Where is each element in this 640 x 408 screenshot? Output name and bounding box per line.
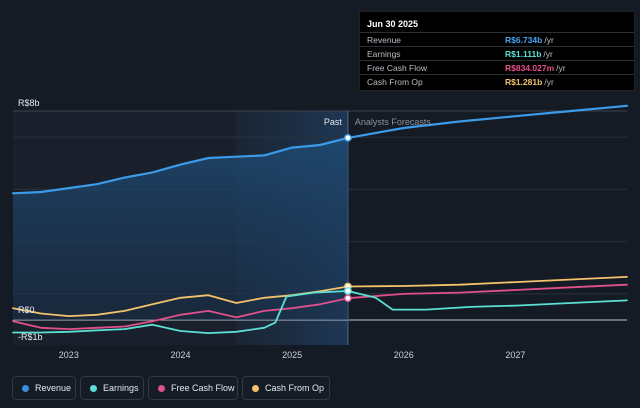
- revenue-marker: [344, 134, 352, 142]
- legend-item-revenue[interactable]: Revenue: [12, 376, 76, 400]
- tooltip-unit: /yr: [556, 63, 566, 73]
- past-label: Past: [324, 117, 343, 127]
- legend-dot-icon: [22, 384, 29, 392]
- x-tick-label: 2023: [59, 350, 79, 360]
- earnings-marker: [344, 287, 352, 295]
- x-tick-label: 2026: [394, 350, 414, 360]
- tooltip-label: Earnings: [367, 49, 401, 59]
- tooltip-row-revenue: Revenue R$6.734b/yr: [360, 32, 634, 47]
- tooltip-row-cash-from-op: Cash From Op R$1.281b/yr: [360, 74, 634, 89]
- tooltip-date: Jun 30 2025: [367, 19, 419, 29]
- tooltip-unit: /yr: [544, 35, 554, 45]
- tooltip-label: Free Cash Flow: [367, 63, 427, 73]
- tooltip-row-free-cash-flow: Free Cash Flow R$834.027m/yr: [360, 60, 634, 75]
- legend-label: Cash From Op: [265, 383, 325, 393]
- forecast-label: Analysts Forecasts: [355, 117, 432, 127]
- tooltip-unit: /yr: [543, 49, 553, 59]
- tooltip-value: R$1.111b: [505, 49, 542, 59]
- tooltip-label: Cash From Op: [367, 77, 423, 87]
- legend-item-earnings[interactable]: Earnings: [80, 376, 144, 400]
- tooltip-panel: Jun 30 2025 Revenue R$6.734b/yr Earnings…: [359, 11, 635, 91]
- legend-dot-icon: [252, 384, 259, 392]
- revenue-area: [13, 137, 348, 320]
- legend-label: Earnings: [103, 383, 139, 393]
- y-tick-label: R$8b: [18, 98, 40, 108]
- legend-item-cash-from-op[interactable]: Cash From Op: [242, 376, 330, 400]
- x-tick-label: 2025: [282, 350, 302, 360]
- legend-dot-icon: [90, 384, 97, 392]
- free-cash-flow-line: [12, 283, 628, 330]
- legend-label: Free Cash Flow: [171, 383, 235, 393]
- tooltip-value: R$1.281b: [505, 77, 543, 87]
- cash-from-op-line: [12, 276, 628, 317]
- x-tick-label: 2024: [170, 350, 190, 360]
- earnings-line: [12, 290, 628, 334]
- legend-label: Revenue: [35, 383, 72, 393]
- revenue-line: [11, 104, 629, 195]
- tooltip-unit: /yr: [544, 77, 554, 87]
- free-cash-flow-marker: [344, 294, 352, 303]
- legend-dot-icon: [158, 384, 165, 392]
- legend-item-free-cash-flow[interactable]: Free Cash Flow: [148, 376, 238, 400]
- tooltip-label: Revenue: [367, 35, 402, 45]
- tooltip-value: R$6.734b: [505, 35, 543, 45]
- y-tick-label: -R$1b: [18, 332, 43, 342]
- x-tick-label: 2027: [505, 350, 525, 360]
- tooltip-value: R$834.027m: [505, 63, 555, 73]
- tooltip-row-earnings: Earnings R$1.111b/yr: [360, 46, 634, 61]
- y-tick-label: R$0: [18, 305, 35, 315]
